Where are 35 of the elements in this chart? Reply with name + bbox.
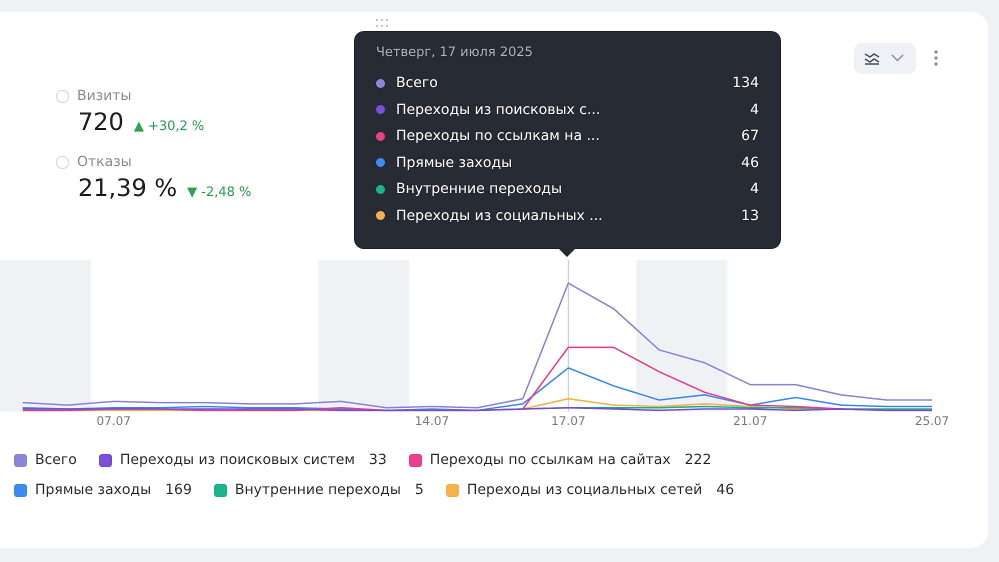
legend-label: Всего [35,452,77,468]
text: 5 [414,482,424,498]
text: Переходы по ссылкам на ... [396,128,601,144]
text: 46 [716,482,734,498]
text: Внутренние переходы [396,181,564,198]
x-tick-label: 25.07 [914,414,950,428]
text: 13 [741,208,759,224]
text: Четверг, 17 июля 2025 [376,45,534,60]
text: 169 [165,482,192,498]
x-tick-label: 21.07 [732,414,768,428]
legend-label: Переходы из поисковых систем [120,452,355,468]
text: 4 [750,181,759,198]
text: Переходы из социальных ... [396,208,604,224]
text: 67 [741,128,759,144]
text: Всего [396,75,439,92]
text: 222 [684,452,712,468]
text: Визиты [77,88,132,104]
text: Прямые заходы [396,154,514,171]
x-tick-label: 17.07 [551,414,586,428]
text: 4 [750,102,759,118]
text: ▼ -2,48 % [187,185,252,200]
text: 33 [368,452,387,468]
text: 21,39 % [78,174,178,202]
text: Отказы [77,154,132,170]
text: Переходы из поисковых с... [396,102,602,118]
text: 46 [741,154,759,171]
legend-label: Прямые заходы [35,482,152,498]
text: 720 [78,108,124,136]
legend-label: Переходы из социальных сетей [466,482,702,498]
x-tick-label: 07.07 [96,414,131,428]
x-tick-label: 14.07 [414,414,450,428]
text: 134 [732,75,759,92]
legend-label: Переходы по ссылкам на сайтах [430,452,671,468]
legend-label: Внутренние переходы [234,482,401,498]
text: ▲ +30,2 % [134,119,204,134]
